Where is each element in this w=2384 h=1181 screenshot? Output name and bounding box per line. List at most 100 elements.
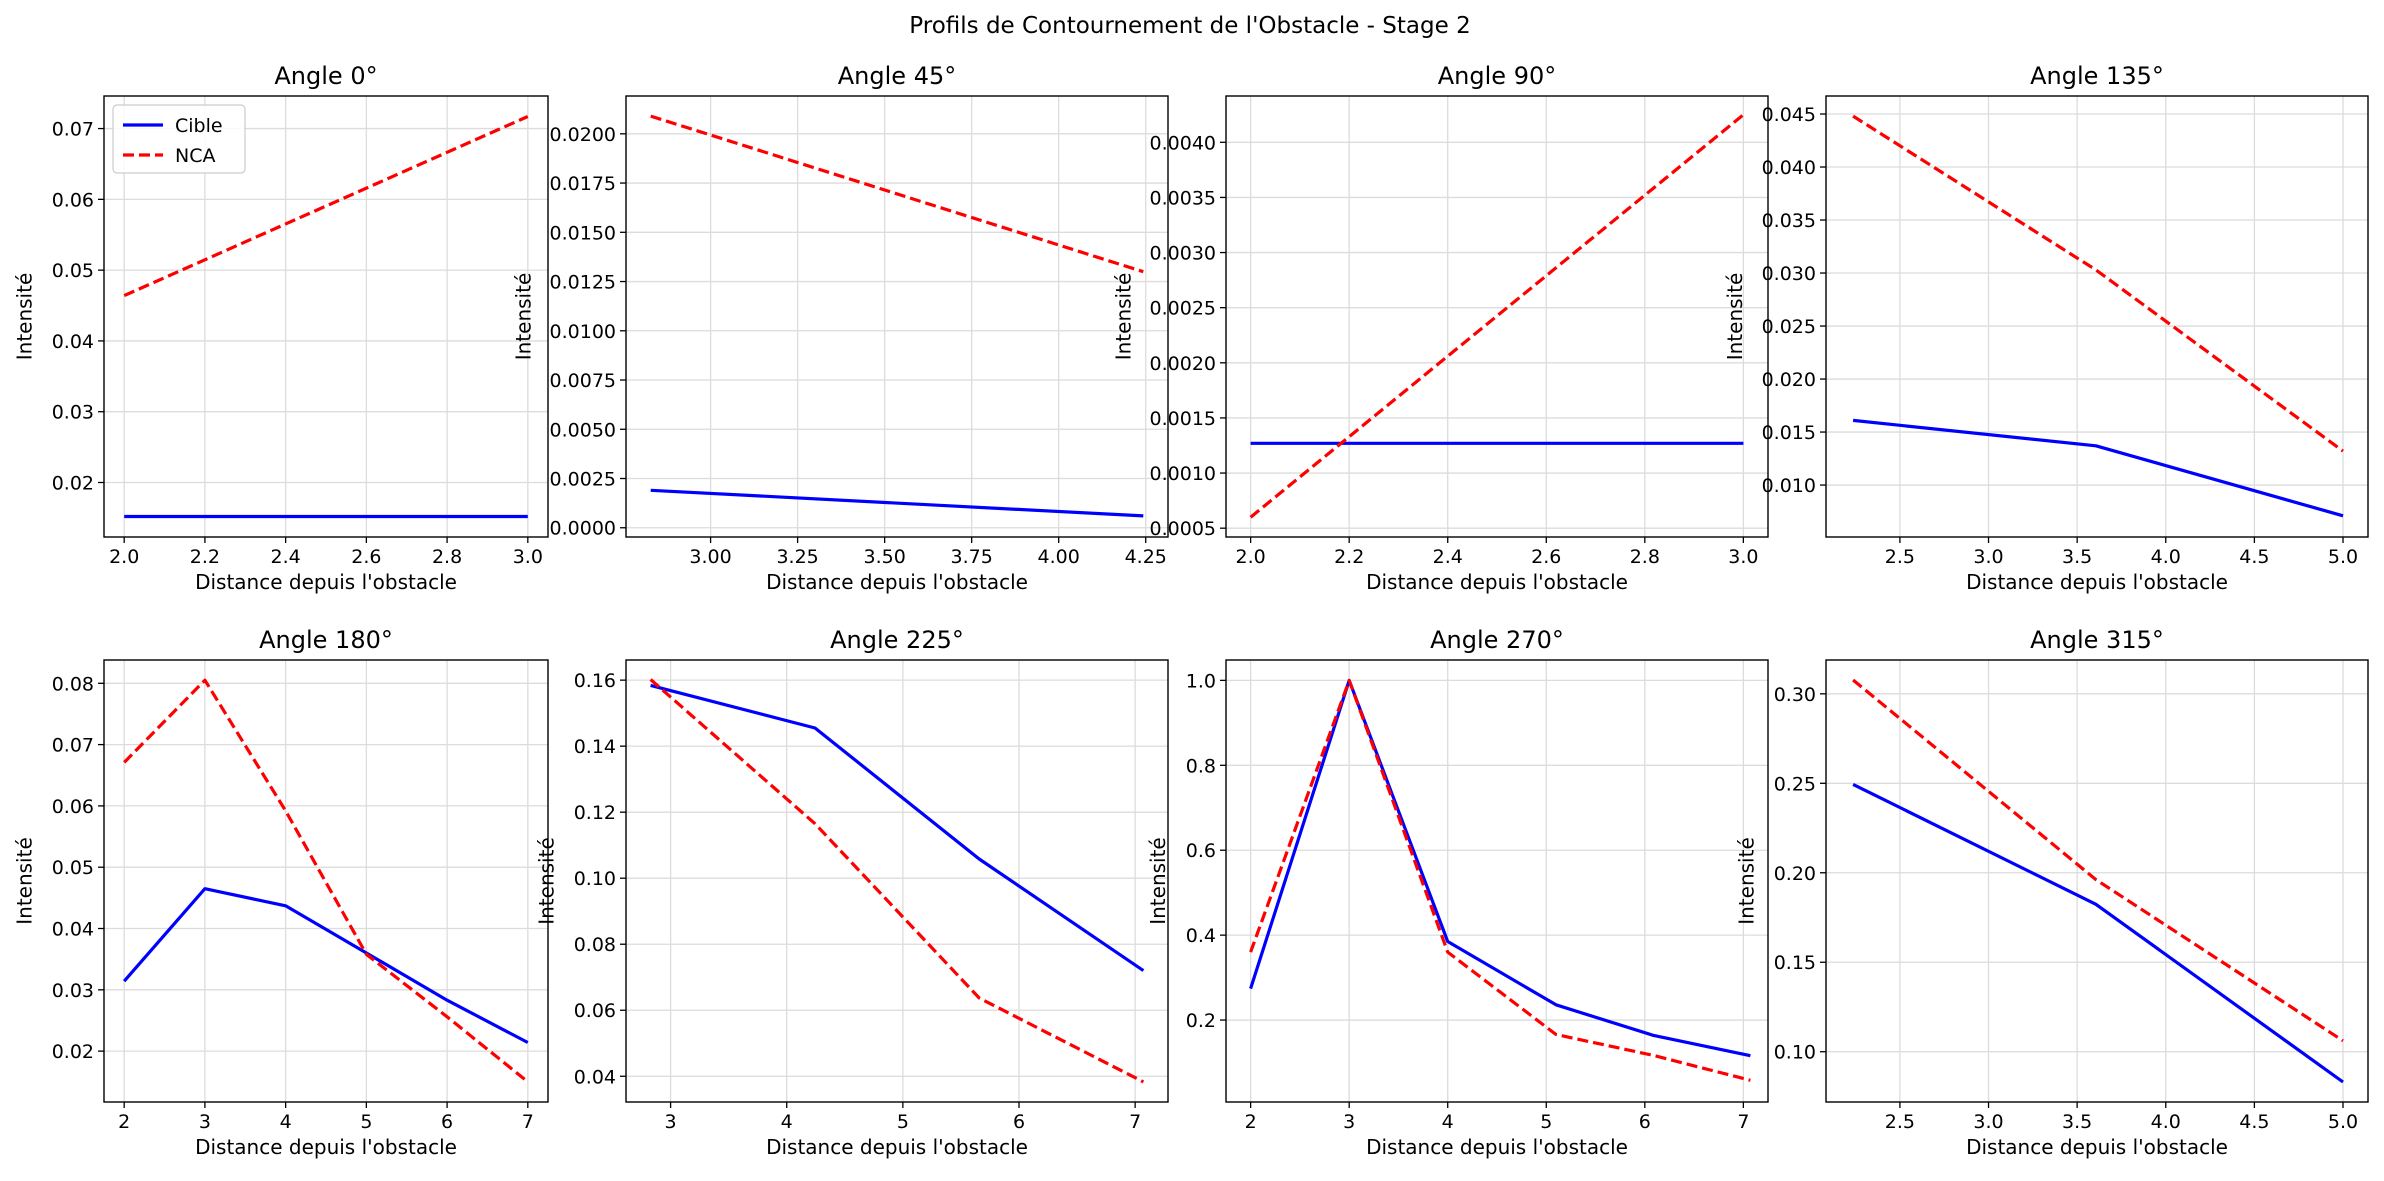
- x-tick-label: 5.0: [2328, 1111, 2358, 1133]
- y-tick-label: 0.10: [1774, 1042, 1816, 1064]
- y-tick-label: 0.08: [52, 673, 94, 695]
- y-tick-label: 0.6: [1186, 840, 1216, 862]
- x-tick-label: 6: [441, 1111, 453, 1133]
- x-tick-label: 4.5: [2239, 1111, 2269, 1133]
- y-tick-label: 0.06: [52, 189, 94, 211]
- panel-title: Angle 135°: [2030, 62, 2164, 90]
- series-line-nca: [123, 678, 529, 1084]
- x-tick-label: 2.8: [432, 546, 462, 568]
- y-tick-label: 0.020: [1762, 369, 1816, 391]
- series-line-nca: [123, 115, 529, 298]
- x-tick-label: 3.0: [1973, 1111, 2003, 1133]
- x-tick-label: 3: [199, 1111, 211, 1133]
- x-tick-label: 2: [1245, 1111, 1257, 1133]
- y-tick-label: 0.0150: [550, 222, 616, 244]
- y-tick-label: 0.02: [52, 1041, 94, 1063]
- panel-title: Angle 225°: [830, 626, 964, 654]
- series-line-cible: [650, 683, 1145, 972]
- legend-label-cible: Cible: [175, 115, 223, 137]
- series-line-cible: [1852, 782, 2344, 1084]
- y-tick-label: 0.10: [574, 868, 616, 890]
- y-tick-label: 0.0030: [1150, 243, 1216, 265]
- panel-title: Angle 0°: [274, 62, 377, 90]
- x-tick-label: 7: [522, 1111, 534, 1133]
- y-tick-label: 0.0125: [550, 272, 616, 294]
- x-tick-label: 2.2: [190, 546, 220, 568]
- x-tick-label: 4.0: [2151, 1111, 2181, 1133]
- y-tick-label: 0.0175: [550, 173, 616, 195]
- x-tick-label: 3.75: [951, 546, 993, 568]
- x-tick-label: 6: [1639, 1111, 1651, 1133]
- x-axis-label: Distance depuis l'obstacle: [1366, 1135, 1628, 1159]
- axes-frame: [625, 95, 1169, 538]
- y-tick-label: 0.0050: [550, 419, 616, 441]
- x-tick-label: 2.0: [1236, 546, 1266, 568]
- y-tick-label: 0.010: [1762, 475, 1816, 497]
- panel-5: 3 4 5 6 7 0.04 0.06 0.08 0.10 0.12 0.14 0.16 Angle 2…: [535, 626, 1169, 1159]
- y-axis-label: Intensité: [13, 837, 37, 925]
- y-tick-label: 0.05: [52, 857, 94, 879]
- x-axis-label: Distance depuis l'obstacle: [766, 1135, 1028, 1159]
- panel-6: 2 3 4 5 6 7 0.2 0.4 0.6 0.8 1.0 Angle 270° Distance …: [1146, 626, 1769, 1159]
- x-tick-label: 3.25: [776, 546, 818, 568]
- x-tick-label: 2.4: [1433, 546, 1463, 568]
- series-line-cible: [1249, 678, 1751, 1058]
- panel-1: 3.00 3.25 3.50 3.75 4.00 4.25 0.0000 0.0025 0.00…: [511, 62, 1169, 594]
- panel-title: Angle 315°: [2030, 626, 2164, 654]
- x-tick-label: 6: [1013, 1111, 1025, 1133]
- x-tick-label: 3.00: [689, 546, 731, 568]
- y-tick-label: 0.06: [574, 1000, 616, 1022]
- x-axis-label: Distance depuis l'obstacle: [195, 1135, 457, 1159]
- y-tick-label: 0.15: [1774, 952, 1816, 974]
- y-tick-label: 0.0075: [550, 370, 616, 392]
- axes-frame: [103, 659, 549, 1103]
- y-tick-label: 1.0: [1186, 670, 1216, 692]
- y-tick-label: 0.015: [1762, 422, 1816, 444]
- x-tick-label: 3.0: [1973, 546, 2003, 568]
- series-line-cible: [122, 887, 529, 1044]
- x-tick-label: 2.2: [1334, 546, 1364, 568]
- x-tick-label: 4: [781, 1111, 793, 1133]
- panel-4: 2 3 4 5 6 7 0.02 0.03 0.04 0.05 0.06 0.07 0.08 Angle …: [13, 626, 549, 1159]
- y-tick-label: 0.07: [52, 119, 94, 141]
- series-line-nca: [1249, 678, 1751, 1082]
- panel-title: Angle 270°: [1430, 626, 1564, 654]
- panel-7: 2.5 3.0 3.5 4.0 4.5 5.0 0.10 0.15 0.20 0.25 0.30 An…: [1735, 626, 2369, 1159]
- y-axis-label: Intensité: [13, 273, 37, 361]
- x-tick-label: 5: [360, 1111, 372, 1133]
- x-axis-label: Distance depuis l'obstacle: [195, 570, 457, 594]
- x-tick-label: 4: [280, 1111, 292, 1133]
- legend-label-nca: NCA: [175, 145, 215, 167]
- y-tick-label: 0.20: [1774, 863, 1816, 885]
- axes-frame: [1825, 659, 2369, 1103]
- x-tick-label: 7: [1737, 1111, 1749, 1133]
- y-tick-label: 0.02: [52, 472, 94, 494]
- y-tick-label: 0.0025: [550, 469, 616, 491]
- x-tick-label: 2.4: [271, 546, 301, 568]
- x-tick-label: 2.6: [351, 546, 381, 568]
- y-tick-label: 0.0025: [1150, 298, 1216, 320]
- x-tick-label: 2.5: [1885, 546, 1915, 568]
- y-tick-label: 0.03: [52, 980, 94, 1002]
- y-axis-label: Intensité: [1735, 837, 1759, 925]
- y-tick-label: 0.16: [574, 670, 616, 692]
- y-tick-label: 0.04: [52, 919, 94, 941]
- y-tick-label: 0.0010: [1150, 463, 1216, 485]
- axes-frame: [1225, 659, 1769, 1103]
- y-axis-label: Intensité: [1723, 273, 1747, 361]
- x-tick-label: 2.6: [1531, 546, 1561, 568]
- y-tick-label: 0.06: [52, 796, 94, 818]
- x-tick-label: 4.00: [1038, 546, 1080, 568]
- x-tick-label: 5: [1540, 1111, 1552, 1133]
- axes-frame: [1225, 95, 1769, 538]
- x-tick-label: 3.50: [863, 546, 905, 568]
- y-tick-label: 0.0005: [1150, 518, 1216, 540]
- axes-frame: [1825, 95, 2369, 538]
- x-tick-label: 2.5: [1885, 1111, 1915, 1133]
- series-line-nca: [1852, 114, 2344, 453]
- panel-title: Angle 180°: [259, 626, 393, 654]
- x-tick-label: 3.0: [1728, 546, 1758, 568]
- y-tick-label: 0.0200: [550, 124, 616, 146]
- series-line-cible: [1852, 418, 2344, 518]
